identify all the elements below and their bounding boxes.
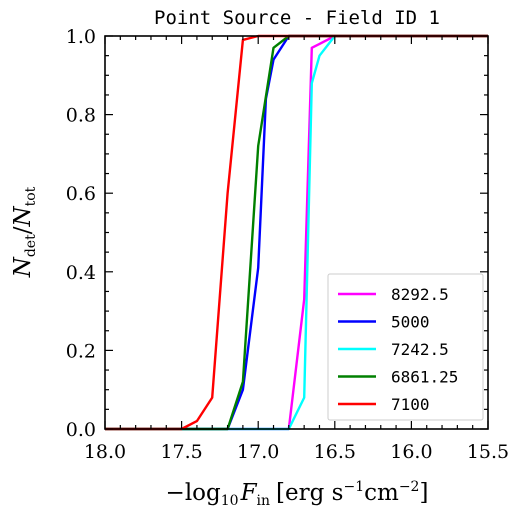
legend-label: 8292.5 bbox=[391, 285, 449, 304]
y-axis-label-part: det bbox=[23, 234, 39, 257]
legend: 8292.5 5000 7242.5 6861.25 7100 bbox=[327, 273, 484, 421]
x-axis-label-part: [erg s bbox=[276, 480, 343, 506]
x-axis-label-part: −1 bbox=[343, 479, 364, 495]
y-tick-label: 0.6 bbox=[66, 183, 96, 205]
y-tick-label: 0.0 bbox=[66, 419, 96, 441]
x-axis-label-part: F bbox=[240, 480, 258, 506]
legend-label: 5000 bbox=[391, 313, 430, 332]
y-tick-label: 0.4 bbox=[66, 262, 96, 284]
y-tick-label: 0.8 bbox=[66, 105, 96, 127]
tick-labels: 18.0 17.5 17.0 16.5 16.0 15.5 0.0 0.2 0.4 0.6 0.8 1… bbox=[66, 26, 509, 463]
x-axis-label-part: cm bbox=[364, 480, 399, 506]
x-axis-label-part: ] bbox=[419, 480, 428, 506]
x-axis-label-part: −log bbox=[166, 480, 221, 506]
legend-label: 6861.25 bbox=[391, 368, 458, 387]
legend-label: 7100 bbox=[391, 395, 430, 414]
x-axis-label: −log10Fin [erg s−1cm−2] bbox=[166, 479, 429, 509]
x-axis-label-part: in bbox=[257, 493, 271, 509]
x-tick-label: 17.5 bbox=[160, 441, 202, 463]
x-tick-label: 16.0 bbox=[390, 441, 432, 463]
legend-label: 7242.5 bbox=[391, 340, 449, 359]
x-tick-label: 16.5 bbox=[314, 441, 356, 463]
y-axis-label-part: N bbox=[10, 206, 36, 228]
y-axis-label-part: N bbox=[10, 256, 36, 278]
y-axis-label: Ndet/Ntot bbox=[10, 186, 39, 278]
x-tick-label: 18.0 bbox=[84, 441, 126, 463]
y-tick-label: 0.2 bbox=[66, 340, 96, 362]
x-tick-label: 15.5 bbox=[467, 441, 509, 463]
x-tick-label: 17.0 bbox=[237, 441, 279, 463]
y-axis-label-part: / bbox=[10, 226, 36, 234]
y-axis-label-part: tot bbox=[23, 186, 39, 206]
plot-frame bbox=[104, 35, 489, 430]
x-axis-label-part: 10 bbox=[221, 493, 239, 509]
x-axis-label-part: −2 bbox=[399, 479, 420, 495]
chart-title: Point Source - Field ID 1 bbox=[154, 7, 440, 29]
legend-entries: 8292.5 5000 7242.5 6861.25 7100 bbox=[338, 285, 458, 414]
legend-box bbox=[327, 273, 484, 421]
y-tick-label: 1.0 bbox=[66, 26, 96, 48]
